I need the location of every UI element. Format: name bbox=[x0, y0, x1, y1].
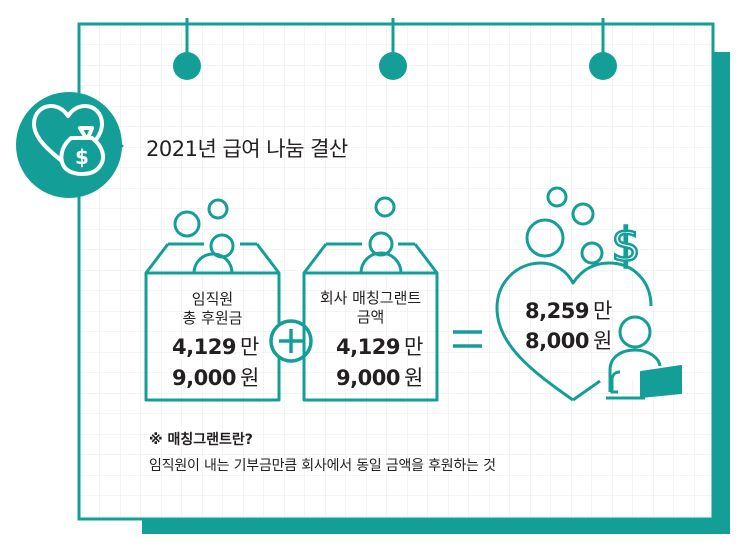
equals-icon bbox=[453, 330, 482, 348]
company-label-line2: 금액 bbox=[356, 308, 385, 326]
total-amount-line2: 8,000 원 bbox=[525, 329, 612, 353]
card-border bbox=[77, 22, 715, 521]
plus-circle-icon bbox=[269, 319, 313, 363]
note-body: 임직원이 내는 기부금만큼 회사에서 동일 금액을 후원하는 것 bbox=[149, 458, 496, 474]
employee-amount-line2: 9,000 원 bbox=[172, 366, 259, 390]
binder-ring-3 bbox=[589, 18, 617, 80]
total-amount-line1: 8,259 만 bbox=[525, 299, 612, 323]
binder-ring-2 bbox=[379, 18, 407, 80]
note-title: ※ 매칭그랜트란? bbox=[149, 432, 253, 448]
company-amount-line2: 9,000 원 bbox=[336, 366, 423, 390]
employee-box-label: 임직원 총 후원금 bbox=[146, 290, 279, 328]
company-box-label: 회사 매칭그랜트 금액 bbox=[304, 289, 437, 327]
page-title: 2021년 급여 나눔 결산 bbox=[146, 137, 348, 161]
company-amount-line1: 4,129 만 bbox=[336, 335, 423, 359]
employee-label-line1: 임직원 bbox=[191, 290, 234, 308]
company-label-line1: 회사 매칭그랜트 bbox=[319, 289, 422, 307]
employee-donation-box bbox=[144, 198, 281, 402]
company-matching-box bbox=[302, 196, 439, 402]
heart-money-bag-icon: $ bbox=[16, 92, 124, 198]
svg-text:$: $ bbox=[75, 145, 89, 169]
employee-amount-line1: 4,129 만 bbox=[172, 335, 259, 359]
binder-ring-1 bbox=[173, 18, 201, 80]
employee-label-line2: 총 후원금 bbox=[182, 309, 243, 327]
heart-person-laptop-icon: $ bbox=[495, 186, 682, 402]
